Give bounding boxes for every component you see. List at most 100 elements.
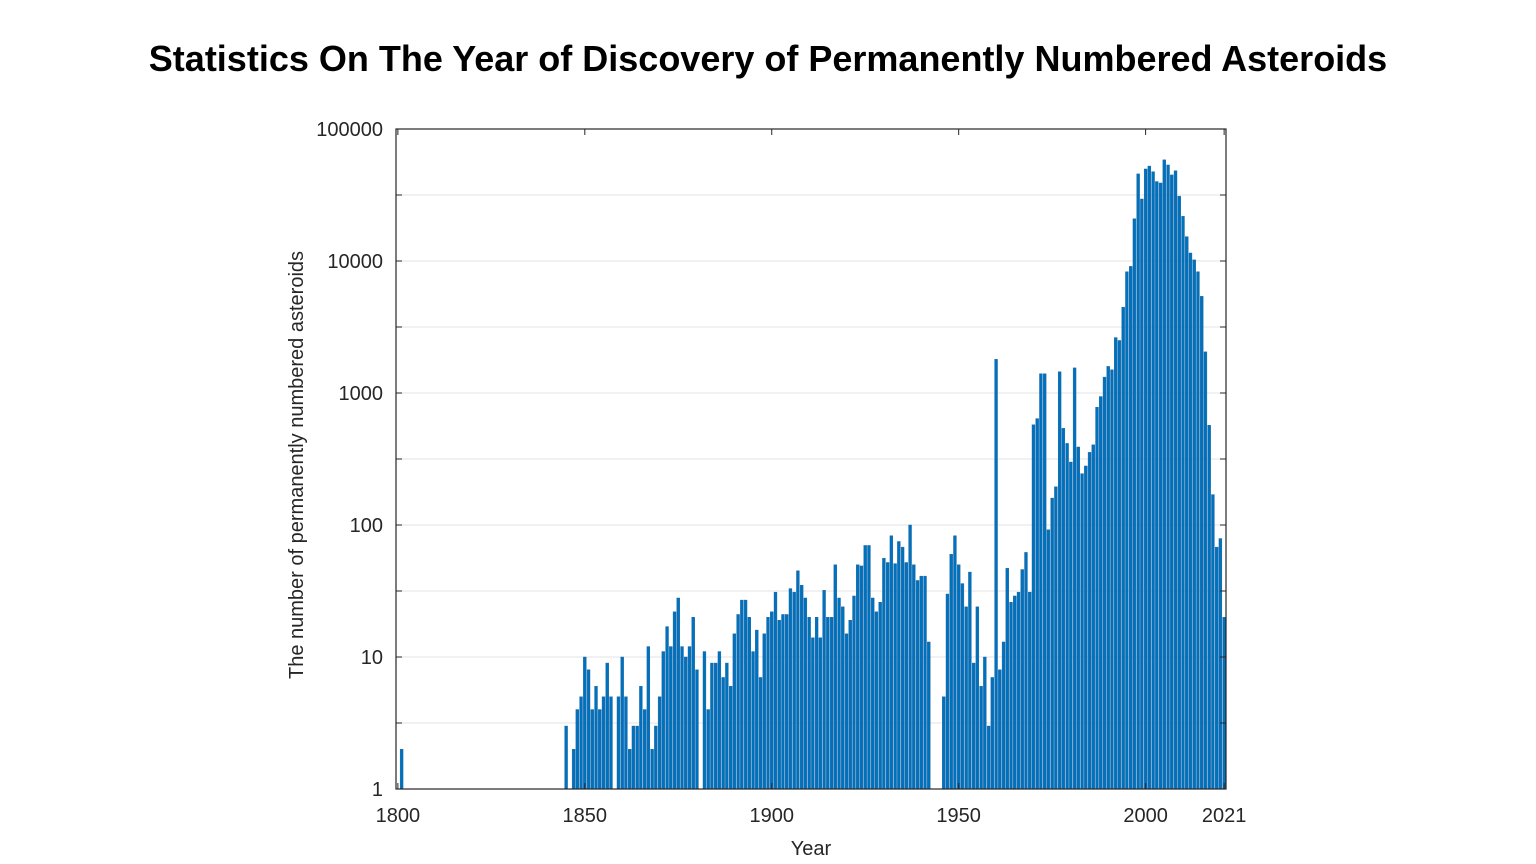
x-axis-label: Year <box>791 838 832 860</box>
bar-1882 <box>702 651 707 790</box>
bar-1958 <box>986 725 991 790</box>
bar-1876 <box>680 646 684 790</box>
bar-1867 <box>646 646 651 790</box>
bar-2014 <box>1196 271 1200 790</box>
bar-1951 <box>960 583 965 790</box>
bar-2019 <box>1214 546 1219 790</box>
bar-1983 <box>1080 473 1084 790</box>
bar-1998 <box>1136 173 1140 790</box>
bar-1968 <box>1024 552 1028 790</box>
bar-1908 <box>799 584 804 790</box>
bar-1952 <box>964 606 968 790</box>
bar-1969 <box>1028 591 1032 790</box>
bar-2018 <box>1211 494 1215 790</box>
bar-1962 <box>1001 641 1006 790</box>
bar-2020 <box>1218 538 1223 790</box>
bar-1922 <box>852 595 856 790</box>
x-tick-label: 1950 <box>936 805 981 827</box>
bar-1930 <box>882 558 886 790</box>
bar-2006 <box>1166 164 1170 790</box>
bar-1974 <box>1046 529 1051 790</box>
bar-1898 <box>762 633 766 790</box>
bar-1979 <box>1065 443 1069 790</box>
bar-1947 <box>945 593 950 790</box>
bar-1888 <box>725 662 729 790</box>
bar-2003 <box>1155 181 1159 790</box>
bar-1970 <box>1031 424 1036 790</box>
bar-1915 <box>826 617 830 790</box>
bar-1986 <box>1091 444 1095 790</box>
bar-1874 <box>672 611 677 790</box>
bar-1967 <box>1020 569 1024 790</box>
bar-1997 <box>1132 218 1137 790</box>
bar-2017 <box>1207 425 1211 790</box>
bar-1903 <box>781 614 785 790</box>
bar-1991 <box>1110 369 1114 790</box>
bar-1992 <box>1114 337 1118 790</box>
bar-1923 <box>856 564 860 790</box>
bar-2008 <box>1173 170 1178 790</box>
bar-1948 <box>949 554 953 790</box>
bar-1895 <box>751 651 755 790</box>
bar-1941 <box>923 575 927 790</box>
bar-1860 <box>620 656 624 790</box>
bar-1873 <box>669 646 673 790</box>
bar-1964 <box>1009 602 1013 790</box>
bar-1928 <box>874 611 879 790</box>
bar-1960 <box>994 359 998 790</box>
bar-1976 <box>1054 486 1058 790</box>
bar-1996 <box>1129 266 1133 790</box>
bar-1953 <box>968 571 972 790</box>
bar-1973 <box>1043 373 1047 790</box>
bar-1862 <box>628 749 632 790</box>
bar-1913 <box>818 637 823 790</box>
bar-1935 <box>900 546 905 790</box>
x-tick-label: 2000 <box>1123 805 1168 827</box>
bar-1910 <box>807 617 811 790</box>
bar-1929 <box>878 602 882 790</box>
bar-1870 <box>657 696 662 790</box>
bar-2005 <box>1162 159 1166 790</box>
bar-1934 <box>897 541 901 790</box>
bar-1851 <box>586 669 591 790</box>
bar-1914 <box>822 590 826 790</box>
y-tick-label: 100 <box>350 515 383 537</box>
bar-1988 <box>1099 396 1103 790</box>
bar-1904 <box>785 614 789 790</box>
bar-1939 <box>915 580 920 790</box>
y-axis-label: The number of permanently numbered aster… <box>286 251 308 679</box>
bar-1859 <box>616 696 621 790</box>
bar-1949 <box>953 535 957 790</box>
x-tick-label: 1850 <box>563 805 608 827</box>
bar-1893 <box>743 599 748 790</box>
axes-box <box>395 128 1227 790</box>
bar-1856 <box>605 662 609 790</box>
bar-1971 <box>1035 418 1039 790</box>
x-tick-label: 1800 <box>376 805 421 827</box>
bar-1878 <box>687 646 692 790</box>
bar-1906 <box>792 591 796 790</box>
bar-1801 <box>399 749 404 790</box>
bar-1845 <box>564 725 568 790</box>
bar-1924 <box>859 565 864 790</box>
x-tick-label: 2021 <box>1202 805 1247 827</box>
bar-1946 <box>942 696 946 790</box>
y-tick-label: 10000 <box>327 251 383 273</box>
bar-2015 <box>1200 296 1204 790</box>
bar-1984 <box>1084 465 1088 790</box>
y-tick-label: 10 <box>361 647 383 669</box>
bar-1927 <box>871 597 875 790</box>
bar-1847 <box>571 749 576 790</box>
bar-1863 <box>631 725 636 790</box>
bar-1868 <box>650 749 654 790</box>
bar-1981 <box>1072 367 1077 790</box>
bar-1917 <box>833 564 837 790</box>
bar-1869 <box>654 725 658 790</box>
bar-1902 <box>777 620 781 790</box>
bar-1900 <box>770 611 774 790</box>
bar-1975 <box>1050 497 1054 790</box>
bar-1977 <box>1057 371 1062 790</box>
x-tick-label: 1900 <box>749 805 794 827</box>
bar-1905 <box>788 588 793 790</box>
bar-1995 <box>1125 271 1129 790</box>
